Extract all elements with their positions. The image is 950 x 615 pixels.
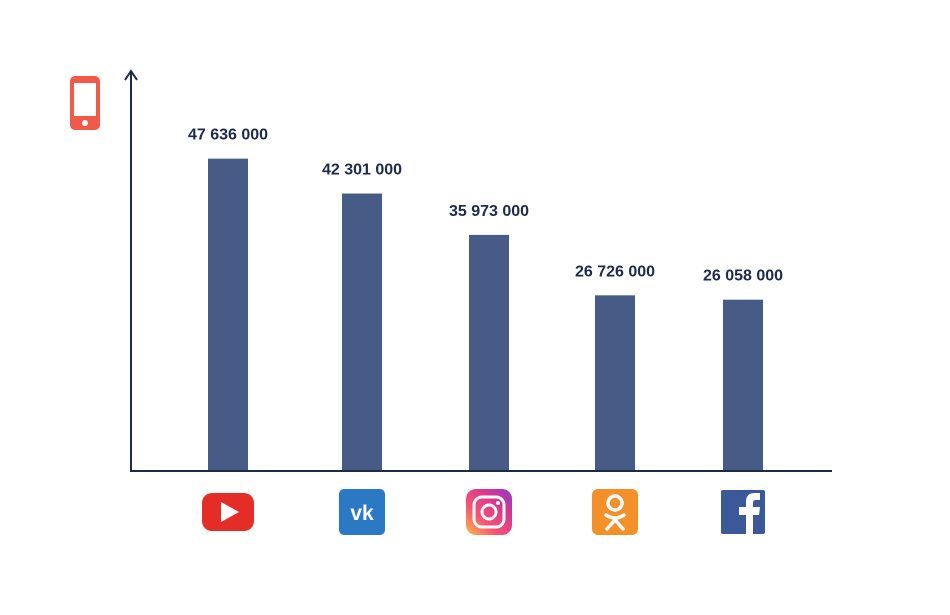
vk-icon: vk	[339, 489, 385, 535]
bar-vk	[342, 193, 382, 470]
value-label-odnoklassniki: 26 726 000	[575, 263, 655, 280]
y-axis	[124, 69, 138, 471]
value-label-facebook: 26 058 000	[703, 268, 783, 285]
smartphone-icon	[70, 76, 100, 130]
instagram-icon	[466, 489, 512, 535]
value-label-youtube: 47 636 000	[188, 127, 268, 144]
y-axis-arrow	[124, 69, 138, 81]
bar-youtube	[208, 158, 248, 470]
facebook-icon	[721, 490, 765, 534]
value-labels-group: 47 636 000 42 301 000 35 973 000 26 726 000…	[188, 127, 783, 285]
bar-instagram	[469, 234, 509, 470]
svg-text:vk: vk	[350, 502, 374, 525]
value-label-instagram: 35 973 000	[449, 203, 529, 220]
bar-odnoklassniki	[595, 295, 635, 470]
youtube-icon	[202, 493, 254, 531]
value-label-vk: 42 301 000	[322, 162, 402, 179]
bar-facebook	[723, 299, 763, 470]
odnoklassniki-icon	[592, 489, 638, 535]
bars-group	[208, 158, 763, 470]
